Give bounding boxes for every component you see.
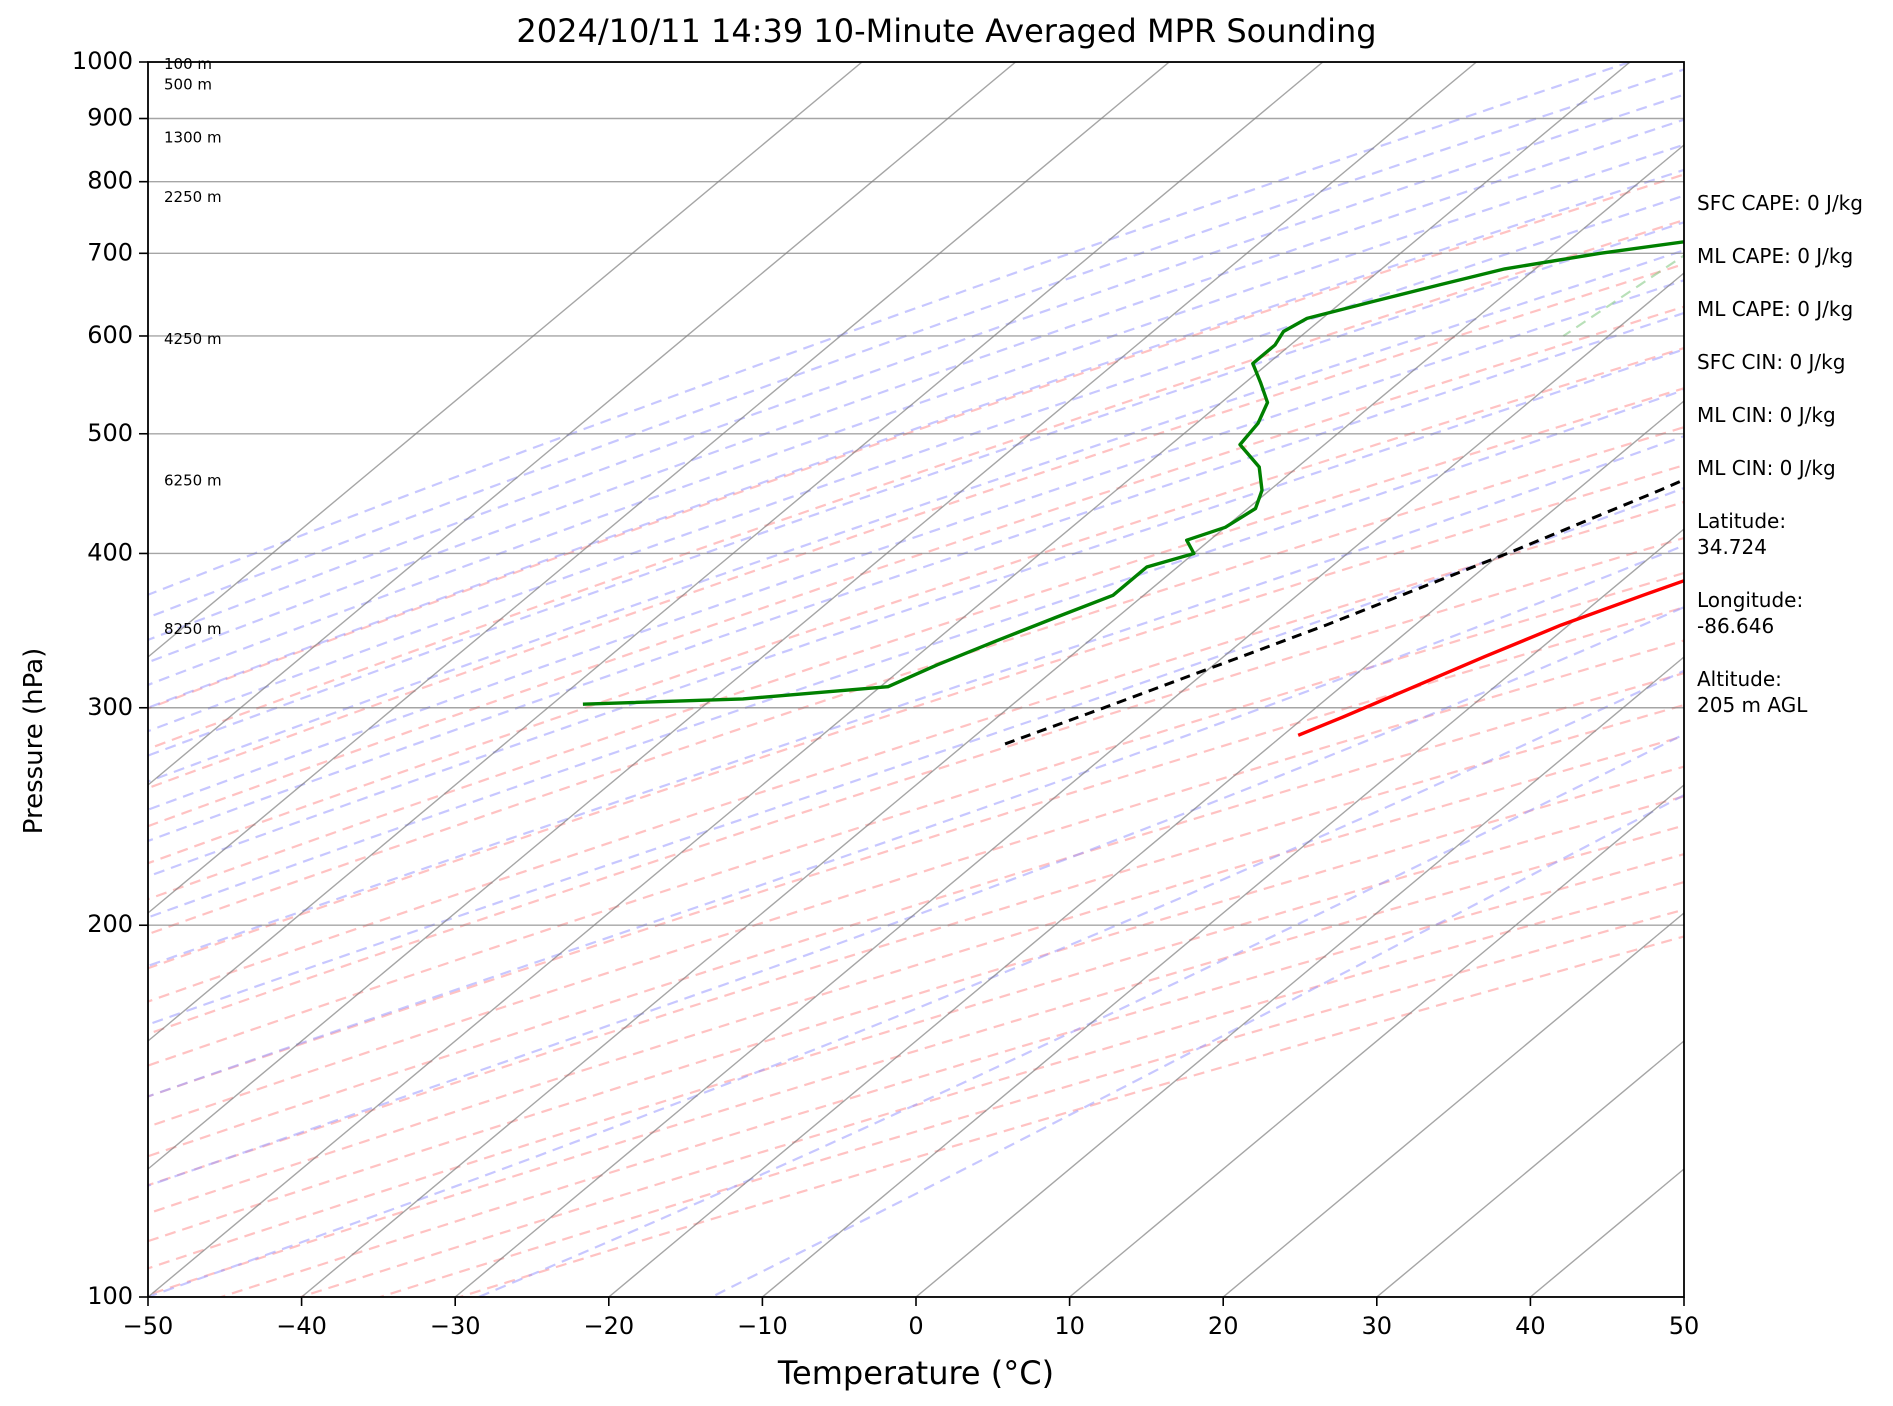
isotherm-line	[915, 656, 1684, 1297]
x-tick-label: 40	[1515, 1312, 1546, 1340]
info-sfc-cin: SFC CIN: 0 J/kg	[1697, 350, 1846, 374]
dry-adiabat-line	[148, 426, 1684, 936]
info-panel: SFC CAPE: 0 J/kg ML CAPE: 0 J/kg ML CAPE…	[1697, 190, 1887, 745]
isotherm-line	[1376, 1040, 1684, 1297]
isotherm-line	[608, 400, 1684, 1297]
moist-adiabat-line	[148, 279, 1684, 811]
isotherm-line	[148, 62, 1324, 1042]
x-tick-label: −30	[430, 1312, 481, 1340]
moist-adiabat-line	[478, 733, 1684, 1297]
dry-adiabat-line	[148, 765, 1684, 1243]
y-tick-label: 1000	[72, 47, 133, 75]
moist-adiabat-line	[148, 168, 1684, 709]
dry-adiabat-line	[148, 734, 1684, 1215]
y-tick-label: 900	[87, 104, 133, 132]
moist-adiabat-line	[148, 311, 1684, 843]
info-altitude: Altitude: 205 m AGL	[1697, 667, 1808, 717]
moist-adiabat-line	[148, 348, 1684, 878]
moist-adiabat-line	[148, 93, 1684, 642]
height-label: 6250 m	[164, 471, 222, 489]
isotherm-line	[301, 144, 1684, 1297]
y-tick-label: 700	[87, 238, 133, 266]
info-ml-cin: ML CIN: 0 J/kg	[1697, 403, 1836, 427]
isotherm-line	[148, 62, 1170, 914]
dry-adiabat-line	[148, 536, 1684, 1036]
moist-adiabat-line	[711, 793, 1684, 1297]
isotherm-line	[148, 62, 1017, 786]
info-longitude: Longitude: -86.646	[1697, 588, 1804, 638]
info-ml-cape-2: ML CAPE: 0 J/kg	[1697, 297, 1854, 321]
x-tick-label: −20	[583, 1312, 634, 1340]
dry-adiabat-line	[148, 824, 1684, 1297]
dry-adiabat-line	[148, 262, 1684, 790]
info-latitude: Latitude: 34.724	[1697, 509, 1787, 559]
isotherm-line	[454, 272, 1684, 1297]
y-tick-label: 800	[87, 167, 133, 195]
moist-adiabat-line	[148, 143, 1684, 687]
isotherm-line	[761, 528, 1684, 1297]
moist-adiabat-line	[148, 486, 1684, 1026]
dry-adiabat-line	[148, 795, 1684, 1270]
moist-adiabat-line	[148, 62, 1631, 596]
x-tick-label: −50	[123, 1312, 174, 1340]
height-label: 1300 m	[164, 128, 222, 146]
isotherm-line	[1069, 784, 1684, 1297]
dry-adiabat-line	[148, 671, 1684, 1158]
x-tick-label: 10	[1054, 1312, 1085, 1340]
isotherm-line	[1222, 912, 1684, 1297]
y-tick-label: 200	[87, 910, 133, 938]
dewpoint-profile-line	[582, 240, 1684, 706]
y-tick-label: 500	[87, 419, 133, 447]
height-label: 8250 m	[164, 620, 222, 638]
moist-adiabat-line	[148, 68, 1684, 619]
isotherm-line	[148, 62, 863, 658]
isotherm-line	[148, 62, 1631, 1297]
moist-adiabat-line	[148, 118, 1684, 664]
dry-adiabat-line	[459, 935, 1684, 1297]
x-tick-label: 30	[1362, 1312, 1393, 1340]
x-tick-label: −10	[737, 1312, 788, 1340]
moist-adiabat-line	[148, 669, 1684, 1297]
height-label: 4250 m	[164, 330, 222, 348]
chart-title: 2024/10/11 14:39 10-Minute Averaged MPR …	[516, 12, 1377, 50]
dry-adiabat-line	[148, 305, 1684, 828]
y-tick-label: 100	[87, 1282, 133, 1310]
x-tick-label: −40	[276, 1312, 327, 1340]
y-tick-label: 400	[87, 538, 133, 566]
moist-adiabat-line	[148, 388, 1684, 919]
x-tick-label: 50	[1669, 1312, 1700, 1340]
x-tick-label: 20	[1208, 1312, 1239, 1340]
isotherm-line	[148, 62, 1477, 1170]
moist-adiabat-line	[148, 249, 1684, 783]
plot-frame	[147, 61, 1685, 1298]
dry-adiabat-line	[148, 387, 1684, 901]
info-ml-cape: ML CAPE: 0 J/kg	[1697, 244, 1854, 268]
height-label: 500 m	[164, 76, 212, 94]
x-axis-label: Temperature (°C)	[777, 1354, 1055, 1392]
y-tick-label: 600	[87, 321, 133, 349]
dry-adiabat-line	[148, 500, 1684, 1003]
y-axis-label: Pressure (hPa)	[19, 647, 49, 835]
height-label: 2250 m	[164, 188, 222, 206]
dry-adiabat-line	[148, 639, 1684, 1128]
y-tick-label: 300	[87, 693, 133, 721]
plot-area	[148, 62, 1684, 1297]
info-ml-cin-2: ML CIN: 0 J/kg	[1697, 456, 1836, 480]
x-tick-label: 0	[908, 1312, 923, 1340]
info-sfc-cape: SFC CAPE: 0 J/kg	[1697, 191, 1863, 215]
height-label: 100 m	[164, 55, 212, 73]
